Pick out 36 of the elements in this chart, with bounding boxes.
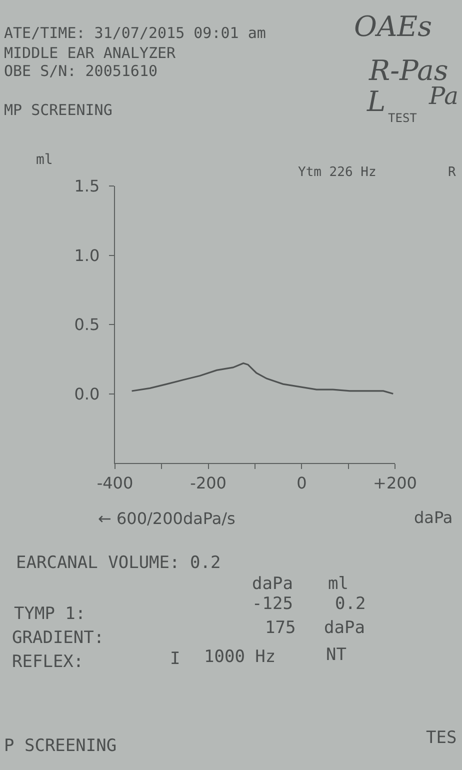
- text: R: [448, 165, 456, 180]
- text: GRADIENT:: [12, 628, 104, 648]
- text: MIDDLE EAR ANALYZER: [4, 44, 177, 62]
- text: TEST: [388, 111, 417, 125]
- y-tick-label: 0.5: [74, 315, 100, 334]
- x-tick-label: -200: [190, 473, 226, 492]
- x-tick-label: 0: [296, 473, 307, 492]
- text: daPa: [252, 574, 293, 594]
- text: -125: [252, 594, 293, 614]
- y-axis-title: ml: [36, 152, 53, 168]
- x-tick-label: +200: [373, 473, 417, 492]
- text: ← 600/200daPa/s: [98, 509, 236, 528]
- text: ATE/TIME: 31/07/2015 09:01 am: [4, 24, 266, 42]
- text: L: [366, 85, 386, 118]
- text: EARCANAL VOLUME: 0.2: [16, 553, 221, 573]
- text: Ytm 226 Hz: [298, 165, 376, 180]
- text: NT: [326, 645, 346, 665]
- text: MP SCREENING: [4, 101, 112, 119]
- x-tick-label: -400: [96, 473, 134, 492]
- y-tick-label: 1.0: [74, 246, 100, 265]
- text: 1000 Hz: [204, 647, 276, 667]
- text: OBE S/N: 20051610: [4, 62, 158, 80]
- text: TYMP 1:: [14, 604, 86, 624]
- x-axis-title: daPa: [414, 508, 453, 527]
- y-tick-label: 0.0: [74, 384, 100, 404]
- line-series: [131, 362, 394, 395]
- text: daPa: [324, 618, 365, 638]
- text: REFLEX:: [12, 652, 84, 672]
- text: P SCREENING: [4, 736, 117, 756]
- text: 175: [265, 618, 296, 638]
- text: TES: [426, 728, 457, 748]
- text: ml: [328, 574, 348, 594]
- y-tick-label: 1.5: [74, 176, 100, 196]
- text: I: [170, 649, 180, 669]
- text: OAEs: [354, 10, 432, 43]
- text: 0.2: [335, 594, 366, 614]
